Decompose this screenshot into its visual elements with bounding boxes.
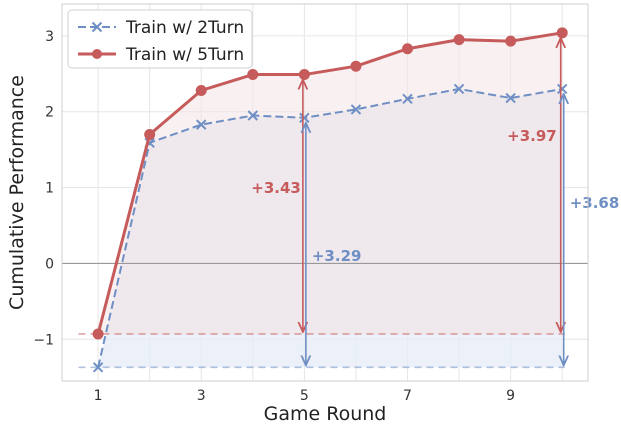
y-axis-title: Cumulative Performance [6,75,28,310]
marker-stroke [453,83,465,95]
series-line-2turn [97,87,563,368]
x-tick-label: 9 [506,388,515,404]
legend-entry: Train w/ 5Turn [78,45,244,65]
legend-entry: Train w/ 2Turn [78,18,244,38]
data-point-5turn [402,43,414,55]
plot-frame [61,3,589,382]
area-fills [98,32,563,368]
data-point-5turn [453,34,465,46]
data-point-2turn [92,362,104,373]
legend: Train w/ 2Turn Train w/ 5Turn [67,9,253,69]
y-tick-label: 3 [45,29,54,45]
y-tick-label: 0 [45,256,54,272]
marker-stroke [247,110,259,121]
data-point-5turn [350,60,362,72]
data-point-2turn [247,110,259,121]
marker-stroke [402,93,413,105]
data-point-5turn [505,35,517,47]
marker-stroke [505,92,516,104]
marker-stroke [196,119,207,130]
legend-label: Train w/ 2Turn [125,18,244,38]
axes: 1 3 5 7 9 −1 0 1 2 3 [33,3,589,404]
data-point-2turn [350,104,362,115]
y-tick-label: 2 [45,105,54,121]
series-line-5turn [96,31,563,335]
gain-label: +3.68 [570,194,620,212]
legend-label: Train w/ 5Turn [125,45,244,65]
legend-marker [92,49,102,59]
gain-label: +3.29 [312,247,362,265]
legend-marker [91,21,103,33]
area-fill-5turn [98,32,563,334]
annotations: +3.43 +3.29 +3.97 +3.68 [251,38,619,366]
data-point-2turn [505,92,516,104]
data-point-5turn [556,27,568,39]
data-point-2turn [453,83,465,95]
data-point-2turn [402,93,413,105]
data-point-5turn [92,328,104,340]
x-tick-label: 7 [403,388,412,404]
marker-stroke [350,104,362,115]
y-tick-label: −1 [33,332,54,348]
gain-label: +3.43 [251,179,301,197]
x-tick-label: 1 [94,388,103,404]
data-point-5turn [144,128,156,140]
baseline-lines [62,262,588,369]
data-point-2turn [196,119,207,130]
y-tick-label: 1 [45,181,54,197]
marker-stroke [92,362,104,373]
x-axis-title: Game Round [264,403,387,425]
data-point-5turn [298,69,310,81]
gain-label: +3.97 [507,127,557,145]
data-point-5turn [247,69,259,81]
x-tick-label: 5 [300,388,309,404]
data-point-5turn [195,84,207,96]
x-tick-label: 3 [197,388,206,404]
